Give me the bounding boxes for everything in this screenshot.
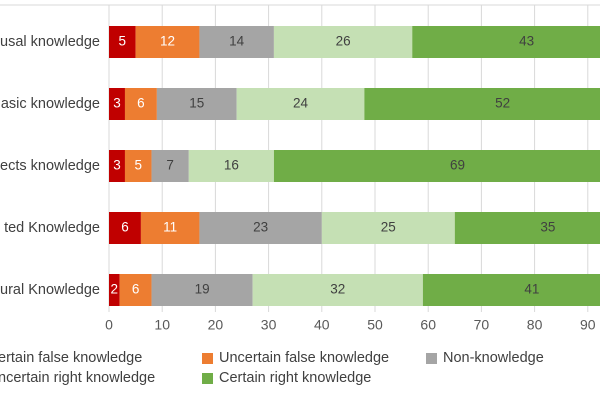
bar-segment <box>109 26 136 58</box>
legend-item: Certain right knowledge <box>202 370 371 386</box>
x-tick-label: 0 <box>105 317 113 333</box>
bar-data-label: 35 <box>540 220 555 235</box>
bar-data-label: 12 <box>160 34 175 49</box>
legend-swatch <box>202 352 213 364</box>
legend-label: Non-knowledge <box>443 350 544 366</box>
bar-segment <box>321 212 455 244</box>
bar-segment <box>135 26 200 58</box>
bar-segment <box>252 274 423 306</box>
bar-segment <box>199 212 322 244</box>
bar-segment <box>273 150 600 182</box>
legend-item: ertain false knowledge <box>0 350 142 366</box>
bar-segment <box>364 88 600 120</box>
legend-label: ertain false knowledge <box>0 350 143 366</box>
bar-segment <box>119 274 152 306</box>
bar-segment <box>151 150 189 182</box>
bar-data-label: 2 <box>111 282 119 297</box>
bar-segment <box>124 150 152 182</box>
legend-swatch <box>202 372 213 384</box>
category-label: ural Knowledge <box>0 282 100 298</box>
bar-segment <box>109 88 125 120</box>
x-axis-ticks: 0 10 20 30 40 50 60 70 80 90 <box>105 317 596 333</box>
category-label: usal knowledge <box>0 34 100 50</box>
x-tick-label: 10 <box>154 317 170 333</box>
bar-segment <box>156 88 237 120</box>
bar-data-label: 6 <box>132 282 140 297</box>
category-labels: usal knowledge asic knowledge ects knowled… <box>0 34 100 298</box>
bar-data-label: 43 <box>519 34 534 49</box>
x-tick-label: 30 <box>261 317 277 333</box>
legend-item: Uncertain false knowledge <box>202 350 389 366</box>
bar-segment <box>109 150 125 182</box>
bar-data-label: 3 <box>113 96 121 111</box>
legend: ertain false knowledge Uncertain false kn… <box>0 348 600 398</box>
x-tick-label: 70 <box>474 317 490 333</box>
category-label: ted Knowledge <box>4 220 100 236</box>
x-tick-label: 50 <box>367 317 383 333</box>
x-tick-label: 80 <box>527 317 543 333</box>
bars: 5 12 14 26 433 6 15 24 523 5 7 16 696 11 23 25 352 6 19 32 4… <box>109 26 600 306</box>
bar-data-label: 5 <box>119 34 127 49</box>
bar-data-label: 16 <box>224 158 239 173</box>
bar-segment <box>236 88 365 120</box>
legend-item: ncertain right knowledge <box>0 370 155 386</box>
legend-item: Non-knowledge <box>426 350 544 366</box>
bar-segment <box>109 274 120 306</box>
x-tick-label: 20 <box>208 317 224 333</box>
bar-data-label: 14 <box>229 34 245 49</box>
bar-data-label: 26 <box>336 34 351 49</box>
bar-data-label: 41 <box>524 282 539 297</box>
bar-data-label: 19 <box>195 282 210 297</box>
bar-segment <box>109 212 141 244</box>
bar-segment <box>273 26 413 58</box>
bar-data-label: 7 <box>166 158 174 173</box>
bar-segment <box>151 274 253 306</box>
bar-segment <box>124 88 157 120</box>
legend-label: Uncertain false knowledge <box>219 350 390 366</box>
bar-segment <box>454 212 600 244</box>
bar-data-label: 6 <box>137 96 145 111</box>
bar-data-label: 52 <box>495 96 510 111</box>
bar-data-label: 3 <box>113 158 121 173</box>
category-label: asic knowledge <box>1 96 100 112</box>
bar-segment <box>188 150 274 182</box>
bar-data-label: 5 <box>135 158 143 173</box>
bar-data-label: 23 <box>253 220 268 235</box>
bar-segment <box>199 26 274 58</box>
x-tick-label: 60 <box>420 317 436 333</box>
bar-data-label: 24 <box>293 96 309 111</box>
category-label: ects knowledge <box>0 158 100 174</box>
x-tick-label: 90 <box>580 317 596 333</box>
bar-data-label: 15 <box>189 96 204 111</box>
bar-data-label: 11 <box>163 220 177 235</box>
bar-data-label: 32 <box>330 282 345 297</box>
bar-data-label: 6 <box>121 220 129 235</box>
bar-segment <box>422 274 600 306</box>
legend-label: ncertain right knowledge <box>0 370 156 386</box>
legend-label: Certain right knowledge <box>219 370 372 386</box>
bar-segment <box>412 26 600 58</box>
bar-data-label: 69 <box>450 158 465 173</box>
x-tick-label: 40 <box>314 317 330 333</box>
legend-swatch <box>426 352 437 364</box>
bar-data-label: 25 <box>381 220 396 235</box>
bar-segment <box>140 212 200 244</box>
